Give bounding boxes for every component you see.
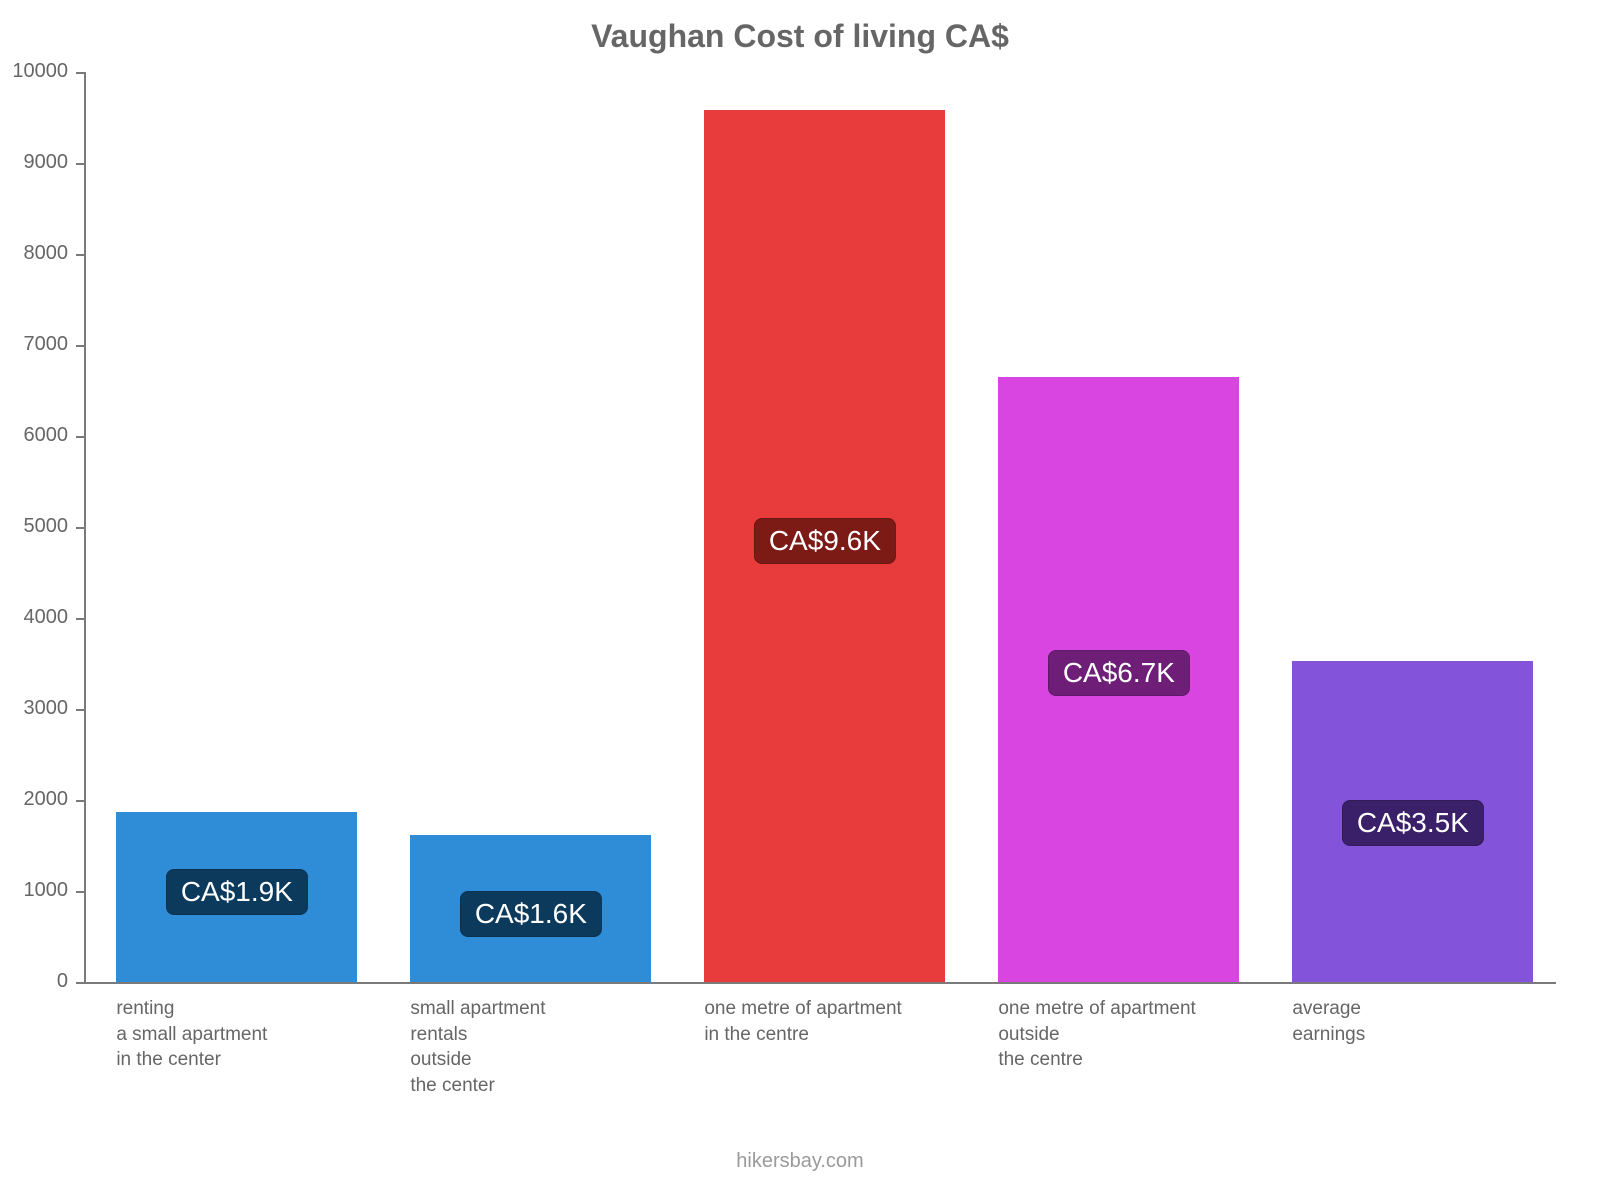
bar-value-label: CA$9.6K	[754, 518, 896, 564]
y-tick	[76, 618, 84, 620]
y-tick-label: 9000	[0, 151, 68, 174]
chart-container: Vaughan Cost of living CA$ hikersbay.com…	[0, 0, 1600, 1200]
x-category-label: one metre of apartment outside the centr…	[998, 996, 1196, 1073]
y-tick-label: 1000	[0, 879, 68, 902]
y-tick	[76, 345, 84, 347]
x-category-label: one metre of apartment in the centre	[704, 996, 902, 1047]
bar-value-label: CA$3.5K	[1342, 800, 1484, 846]
y-tick-label: 7000	[0, 333, 68, 356]
x-category-label: average earnings	[1292, 996, 1365, 1047]
y-tick-label: 6000	[0, 424, 68, 447]
bar-value-label: CA$1.9K	[166, 869, 308, 915]
bar-value-label: CA$1.6K	[460, 891, 602, 937]
y-tick	[76, 436, 84, 438]
y-tick	[76, 254, 84, 256]
y-tick	[76, 527, 84, 529]
bar-value-label: CA$6.7K	[1048, 650, 1190, 696]
y-tick-label: 8000	[0, 242, 68, 265]
x-category-label: small apartment rentals outside the cent…	[410, 996, 545, 1099]
y-tick-label: 0	[0, 970, 68, 993]
y-tick-label: 3000	[0, 697, 68, 720]
chart-footer: hikersbay.com	[0, 1150, 1600, 1173]
y-tick-label: 5000	[0, 515, 68, 538]
y-tick-label: 4000	[0, 606, 68, 629]
y-tick	[76, 891, 84, 893]
y-tick-label: 2000	[0, 788, 68, 811]
y-tick	[76, 709, 84, 711]
x-category-label: renting a small apartment in the center	[116, 996, 267, 1073]
y-tick	[76, 982, 84, 984]
chart-title: Vaughan Cost of living CA$	[0, 18, 1600, 55]
y-tick	[76, 72, 84, 74]
y-tick	[76, 800, 84, 802]
y-tick	[76, 163, 84, 165]
y-tick-label: 10000	[0, 60, 68, 83]
